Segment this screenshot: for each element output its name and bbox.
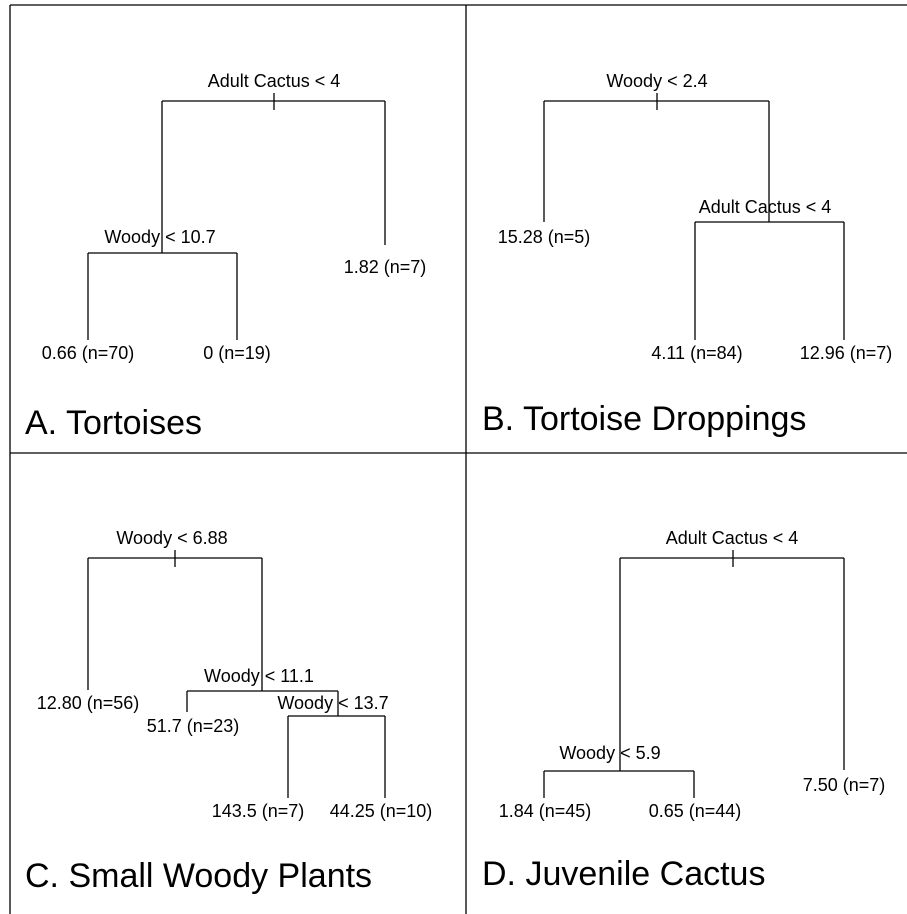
split-label: Woody < 2.4 xyxy=(606,71,707,91)
split-label: Woody < 6.88 xyxy=(116,528,227,548)
split-label: Woody < 13.7 xyxy=(277,693,388,713)
frame xyxy=(9,4,907,914)
panel-title: C. Small Woody Plants xyxy=(25,857,372,895)
leaf-label: 51.7 (n=23) xyxy=(147,716,240,736)
leaf-label: 15.28 (n=5) xyxy=(498,227,591,247)
split-label: Adult Cactus < 4 xyxy=(666,528,799,548)
leaf-label: 0.65 (n=44) xyxy=(649,801,742,821)
leaf-label: 0 (n=19) xyxy=(203,343,271,363)
leaf-label: 44.25 (n=10) xyxy=(330,801,433,821)
leaf-label: 1.82 (n=7) xyxy=(344,257,427,277)
split-label: Adult Cactus < 4 xyxy=(699,197,832,217)
split-label: Woody < 11.1 xyxy=(204,666,314,686)
panel-title: B. Tortoise Droppings xyxy=(482,400,806,438)
panel-title: D. Juvenile Cactus xyxy=(482,855,765,893)
leaf-label: 143.5 (n=7) xyxy=(212,801,305,821)
leaf-label: 7.50 (n=7) xyxy=(803,775,886,795)
tree-d: Adult Cactus < 4 Woody < 5.9 7.50 (n=7) … xyxy=(482,528,885,893)
leaf-label: 0.66 (n=70) xyxy=(42,343,135,363)
split-label: Woody < 5.9 xyxy=(559,743,660,763)
tree-a: Adult Cactus < 4 Woody < 10.7 1.82 (n=7)… xyxy=(25,71,426,442)
tree-b: Woody < 2.4 Adult Cactus < 4 15.28 (n=5)… xyxy=(482,71,892,438)
leaf-label: 1.84 (n=45) xyxy=(499,801,592,821)
leaf-label: 4.11 (n=84) xyxy=(651,343,742,363)
leaf-label: 12.80 (n=56) xyxy=(37,693,140,713)
leaf-label: 12.96 (n=7) xyxy=(800,343,893,363)
split-label: Adult Cactus < 4 xyxy=(208,71,341,91)
split-label: Woody < 10.7 xyxy=(104,227,215,247)
panel-title: A. Tortoises xyxy=(25,404,202,442)
tree-c: Woody < 6.88 Woody < 11.1 Woody < 13.7 1… xyxy=(25,528,432,895)
